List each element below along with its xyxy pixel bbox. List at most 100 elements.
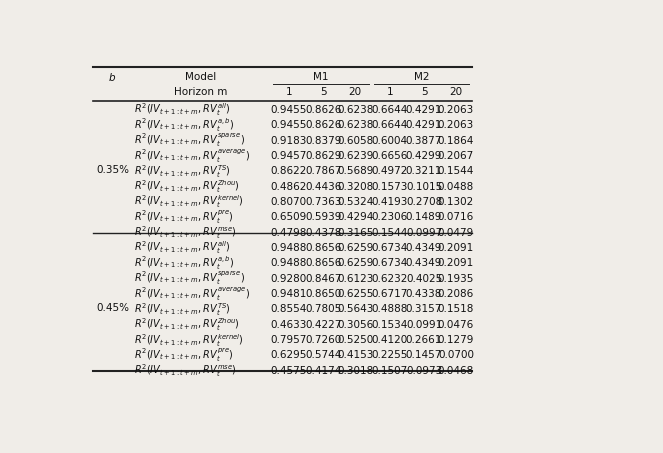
Text: $R^2(IV_{t+1:t+m}, RV_t^{all})$: $R^2(IV_{t+1:t+m}, RV_t^{all})$	[134, 101, 230, 118]
Text: $R^2(IV_{t+1:t+m}, RV_t^{Zhou})$: $R^2(IV_{t+1:t+m}, RV_t^{Zhou})$	[134, 178, 239, 195]
Text: $R^2(IV_{t+1:t+m}, RV_t^{Zhou})$: $R^2(IV_{t+1:t+m}, RV_t^{Zhou})$	[134, 316, 239, 333]
Text: 0.9488: 0.9488	[271, 243, 307, 253]
Text: 0.4378: 0.4378	[305, 228, 341, 238]
Text: 0.5689: 0.5689	[337, 166, 373, 176]
Text: 0.9488: 0.9488	[271, 258, 307, 268]
Text: 0.6644: 0.6644	[371, 120, 408, 130]
Text: 0.4174: 0.4174	[305, 366, 341, 376]
Text: $R^2(IV_{t+1:t+m}, RV_t^{mse})$: $R^2(IV_{t+1:t+m}, RV_t^{mse})$	[134, 362, 237, 379]
Text: 0.2091: 0.2091	[438, 243, 474, 253]
Text: 0.4349: 0.4349	[406, 258, 442, 268]
Text: 0.6004: 0.6004	[371, 135, 408, 145]
Text: 0.1573: 0.1573	[371, 182, 408, 192]
Text: 0.1489: 0.1489	[406, 212, 442, 222]
Text: 0.4798: 0.4798	[271, 228, 307, 238]
Text: 0.3208: 0.3208	[337, 182, 373, 192]
Text: 0.4025: 0.4025	[406, 274, 442, 284]
Text: 0.1302: 0.1302	[438, 197, 474, 207]
Text: 0.1507: 0.1507	[371, 366, 408, 376]
Text: 0.1279: 0.1279	[438, 335, 474, 345]
Text: 0.4436: 0.4436	[305, 182, 341, 192]
Text: 0.7363: 0.7363	[305, 197, 341, 207]
Text: $R^2(IV_{t+1:t+m}, RV_t^{all})$: $R^2(IV_{t+1:t+m}, RV_t^{all})$	[134, 240, 230, 256]
Text: $R^2(IV_{t+1:t+m}, RV_t^{pre})$: $R^2(IV_{t+1:t+m}, RV_t^{pre})$	[134, 347, 233, 364]
Text: 0.6717: 0.6717	[371, 289, 408, 299]
Text: 0.0488: 0.0488	[438, 182, 474, 192]
Text: 5: 5	[320, 87, 327, 97]
Text: 0.35%: 0.35%	[96, 165, 129, 175]
Text: 0.6239: 0.6239	[337, 151, 373, 161]
Text: 0.45%: 0.45%	[96, 303, 129, 313]
Text: $R^2(IV_{t+1:t+m}, RV_t^{TS})$: $R^2(IV_{t+1:t+m}, RV_t^{TS})$	[134, 163, 231, 180]
Text: 0.3056: 0.3056	[337, 320, 373, 330]
Text: 0.8554: 0.8554	[271, 304, 307, 314]
Text: 0.5939: 0.5939	[305, 212, 341, 222]
Text: 0.2063: 0.2063	[438, 120, 474, 130]
Text: 0.1544: 0.1544	[371, 228, 408, 238]
Text: $R^2(IV_{t+1:t+m}, RV_t^{mse})$: $R^2(IV_{t+1:t+m}, RV_t^{mse})$	[134, 224, 237, 241]
Text: 0.3165: 0.3165	[337, 228, 373, 238]
Text: 0.6238: 0.6238	[337, 105, 373, 115]
Text: 0.1864: 0.1864	[438, 135, 474, 145]
Text: 0.8656: 0.8656	[305, 243, 341, 253]
Text: 0.4972: 0.4972	[371, 166, 408, 176]
Text: 0.6259: 0.6259	[337, 258, 373, 268]
Text: 0.3157: 0.3157	[406, 304, 442, 314]
Text: 0.4193: 0.4193	[371, 197, 408, 207]
Text: 0.2708: 0.2708	[406, 197, 442, 207]
Text: $R^2(IV_{t+1:t+m}, RV_t^{average})$: $R^2(IV_{t+1:t+m}, RV_t^{average})$	[134, 285, 250, 303]
Text: 1: 1	[387, 87, 393, 97]
Text: 0.3877: 0.3877	[406, 135, 442, 145]
Text: 0.4294: 0.4294	[337, 212, 373, 222]
Text: 0.4153: 0.4153	[337, 351, 373, 361]
Text: M2: M2	[414, 72, 429, 82]
Text: 0.6509: 0.6509	[271, 212, 307, 222]
Text: 0.7957: 0.7957	[271, 335, 307, 345]
Text: 0.9183: 0.9183	[271, 135, 307, 145]
Text: 0.4349: 0.4349	[406, 243, 442, 253]
Text: 0.6656: 0.6656	[371, 151, 408, 161]
Text: 0.6644: 0.6644	[371, 105, 408, 115]
Text: 0.1534: 0.1534	[371, 320, 408, 330]
Text: 0.8626: 0.8626	[305, 105, 341, 115]
Text: 0.1935: 0.1935	[438, 274, 474, 284]
Text: M1: M1	[313, 72, 329, 82]
Text: 0.4299: 0.4299	[406, 151, 442, 161]
Text: 0.1518: 0.1518	[438, 304, 474, 314]
Text: 0.9455: 0.9455	[271, 120, 307, 130]
Text: $R^2(IV_{t+1:t+m}, RV_t^{a,b})$: $R^2(IV_{t+1:t+m}, RV_t^{a,b})$	[134, 255, 234, 272]
Text: $R^2(IV_{t+1:t+m}, RV_t^{a,b})$: $R^2(IV_{t+1:t+m}, RV_t^{a,b})$	[134, 117, 234, 134]
Text: 0.1015: 0.1015	[406, 182, 442, 192]
Text: 0.4227: 0.4227	[305, 320, 341, 330]
Text: Horizon m: Horizon m	[174, 87, 228, 97]
Text: 0.6232: 0.6232	[371, 274, 408, 284]
Text: 0.2067: 0.2067	[438, 151, 474, 161]
Text: 5: 5	[421, 87, 428, 97]
Text: 0.6058: 0.6058	[337, 135, 373, 145]
Text: 0.5744: 0.5744	[305, 351, 341, 361]
Text: 0.5250: 0.5250	[337, 335, 373, 345]
Text: 0.6259: 0.6259	[337, 243, 373, 253]
Text: 0.4575: 0.4575	[271, 366, 307, 376]
Text: 0.6734: 0.6734	[371, 243, 408, 253]
Text: $R^2(IV_{t+1:t+m}, RV_t^{kernel})$: $R^2(IV_{t+1:t+m}, RV_t^{kernel})$	[134, 332, 243, 348]
Text: 1: 1	[286, 87, 292, 97]
Text: 0.7805: 0.7805	[305, 304, 341, 314]
Text: 0.0468: 0.0468	[438, 366, 474, 376]
Text: 0.2306: 0.2306	[371, 212, 408, 222]
Text: 0.7260: 0.7260	[305, 335, 341, 345]
Text: 0.9455: 0.9455	[271, 105, 307, 115]
Text: 0.4338: 0.4338	[406, 289, 442, 299]
Text: 0.2063: 0.2063	[438, 105, 474, 115]
Text: 0.8467: 0.8467	[305, 274, 341, 284]
Text: 0.6734: 0.6734	[371, 258, 408, 268]
Text: 0.0700: 0.0700	[438, 351, 474, 361]
Text: 0.0476: 0.0476	[438, 320, 474, 330]
Text: 0.8070: 0.8070	[271, 197, 307, 207]
Text: 0.4633: 0.4633	[271, 320, 307, 330]
Text: 0.1457: 0.1457	[406, 351, 442, 361]
Text: $R^2(IV_{t+1:t+m}, RV_t^{TS})$: $R^2(IV_{t+1:t+m}, RV_t^{TS})$	[134, 301, 231, 318]
Text: 0.8656: 0.8656	[305, 258, 341, 268]
Text: 0.0997: 0.0997	[406, 228, 442, 238]
Text: 0.0991: 0.0991	[406, 320, 442, 330]
